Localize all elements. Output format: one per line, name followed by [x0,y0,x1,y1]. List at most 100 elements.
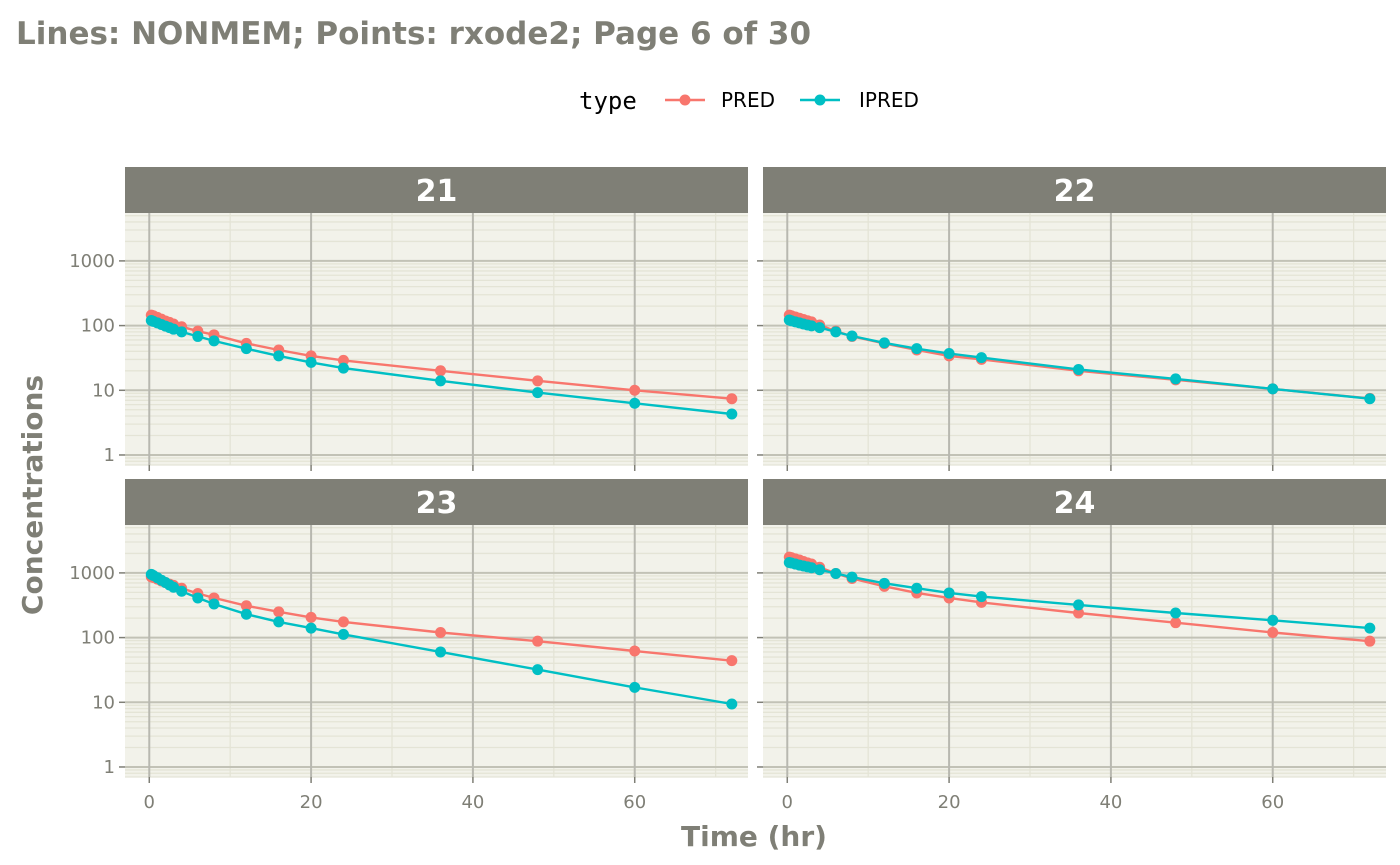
y-tick-label: 1000 [69,563,115,584]
data-point-pred [629,645,641,657]
legend-point-ipred [814,94,826,106]
data-point-ipred [726,408,738,420]
legend-label-ipred: IPRED [859,88,919,112]
legend-point-pred [679,94,691,106]
data-point-ipred [830,326,842,338]
data-point-pred [435,626,447,638]
facet-panel-24: 24 0 20 40 60 [757,479,1386,813]
y-tick-label: 100 [81,628,115,649]
data-point-pred [337,354,349,366]
y-tick-label: 1 [104,757,115,778]
data-point-ipred [726,698,738,710]
legend-entry-ipred: IPRED [800,88,919,112]
data-point-ipred [975,591,987,603]
data-point-pred [240,600,252,612]
data-point-pred [532,635,544,647]
data-point-ipred [435,375,447,387]
data-point-ipred [532,664,544,676]
x-tick-label: 60 [623,792,646,813]
x-tick-label: 0 [782,792,793,813]
facet-strip-label-22: 22 [1054,174,1096,209]
x-tick-label: 40 [461,792,484,813]
data-point-ipred [532,387,544,399]
y-tick-label: 10 [92,692,115,713]
data-point-pred [726,655,738,667]
data-point-ipred [1073,363,1085,375]
facet-strip-21 [125,167,748,213]
facet-panel-23: 23 1 10 100 1000 0 20 40 60 [69,479,748,813]
facet-strip-24 [763,479,1386,525]
data-point-ipred [1267,383,1279,395]
data-point-ipred [192,330,204,342]
data-point-pred [726,393,738,405]
data-point-ipred [878,577,890,589]
panel-background-24 [763,525,1386,777]
data-point-ipred [943,348,955,360]
data-point-ipred [305,356,317,368]
data-point-ipred [435,646,447,658]
legend-title: type [579,87,637,115]
data-point-ipred [1073,599,1085,611]
data-point-ipred [273,350,285,362]
data-point-ipred [176,585,188,597]
chart-title: Lines: NONMEM; Points: rxode2; Page 6 of… [16,16,811,52]
data-point-ipred [629,397,641,409]
y-tick-label: 1 [104,445,115,466]
data-point-ipred [176,326,188,338]
data-point-pred [1364,635,1376,647]
data-point-ipred [830,567,842,579]
data-point-ipred [337,628,349,640]
x-tick-label: 20 [938,792,961,813]
data-point-ipred [975,352,987,364]
facet-panel-21: 21 1 10 100 1000 [69,167,748,471]
facet-strip-23 [125,479,748,525]
data-point-ipred [1267,614,1279,626]
data-point-ipred [192,592,204,604]
legend-entry-pred: PRED [665,88,775,112]
facet-strip-label-23: 23 [416,486,458,521]
x-tick-label: 40 [1099,792,1122,813]
data-point-ipred [208,335,220,347]
data-point-ipred [240,343,252,355]
legend-label-pred: PRED [721,88,775,112]
data-point-ipred [1364,393,1376,405]
facet-panel-22: 22 [757,167,1386,471]
x-axis-title: Time (hr) [681,820,827,853]
data-point-pred [629,384,641,396]
data-point-ipred [629,681,641,693]
data-point-ipred [305,622,317,634]
facet-strip-22 [763,167,1386,213]
data-point-pred [273,606,285,618]
data-point-pred [305,611,317,623]
data-point-pred [1267,626,1279,638]
x-tick-label: 0 [144,792,155,813]
x-tick-label: 60 [1261,792,1284,813]
data-point-ipred [911,582,923,594]
data-point-ipred [337,362,349,374]
data-point-ipred [1170,607,1182,619]
data-point-ipred [1170,373,1182,385]
data-point-ipred [208,598,220,610]
data-point-pred [1073,607,1085,619]
y-tick-label: 1000 [69,251,115,272]
facet-panels: 21 1 10 100 1000 22 23 1 10 100 1000 0 20 40 60 24 0 20 40… [69,167,1386,813]
data-point-ipred [273,616,285,628]
data-point-pred [1170,617,1182,629]
data-point-ipred [240,608,252,620]
data-point-ipred [911,343,923,355]
data-point-ipred [814,564,826,576]
x-tick-label: 20 [300,792,323,813]
y-tick-label: 100 [81,316,115,337]
y-axis-title: Concentrations [16,375,49,615]
facet-strip-label-21: 21 [416,174,458,209]
data-point-ipred [814,322,826,334]
data-point-ipred [1364,622,1376,634]
data-point-ipred [846,571,858,583]
data-point-pred [435,365,447,377]
legend: type PRED IPRED [579,87,919,115]
data-point-pred [532,375,544,387]
facet-strip-label-24: 24 [1054,486,1096,521]
y-tick-label: 10 [92,380,115,401]
data-point-pred [337,616,349,628]
